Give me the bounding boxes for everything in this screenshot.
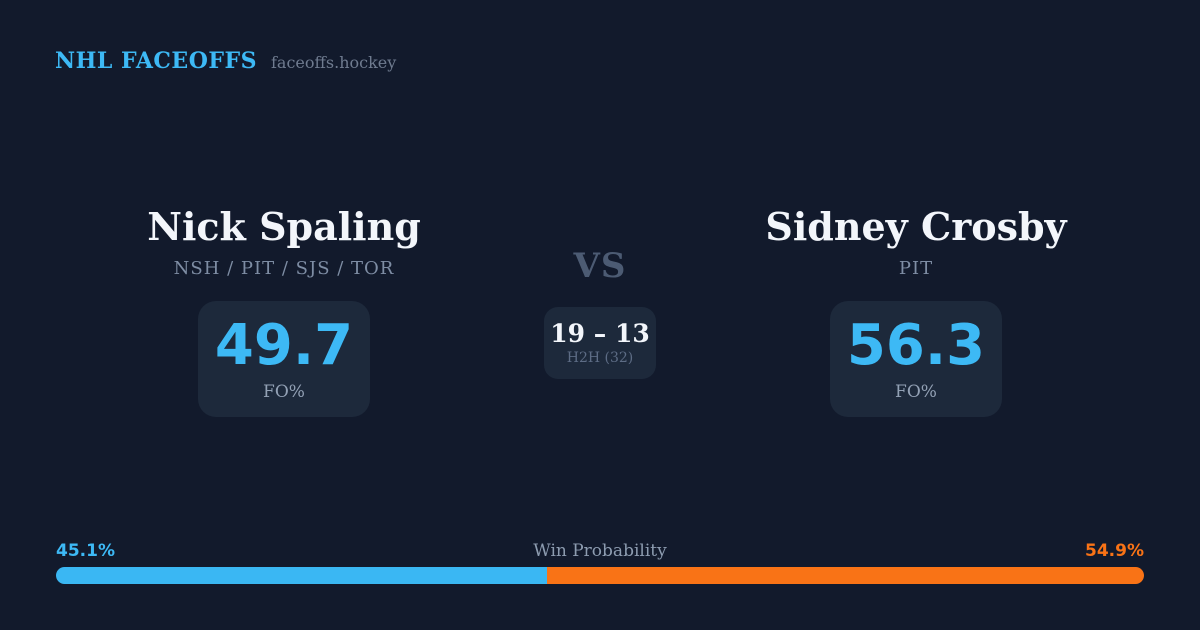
win-probability-bar <box>56 567 1144 584</box>
player-right-stat-label: FO% <box>895 381 937 402</box>
player-left-stat-label: FO% <box>263 381 305 402</box>
brand-title: NHL FACEOFFS <box>55 48 257 74</box>
player-right-name: Sidney Crosby <box>765 204 1067 249</box>
win-probability-title: Win Probability <box>533 541 667 561</box>
player-left-column: Nick Spaling NSH / PIT / SJS / TOR 49.7 … <box>104 205 464 417</box>
player-left-teams: NSH / PIT / SJS / TOR <box>173 257 395 279</box>
win-probability-bar-right-segment <box>546 567 1144 584</box>
win-probability-labels: 45.1% Win Probability 54.9% <box>56 541 1144 561</box>
player-right-column: Sidney Crosby PIT 56.3 FO% <box>736 205 1096 417</box>
vs-label: VS <box>573 246 627 286</box>
header: NHL FACEOFFS faceoffs.hockey <box>55 48 396 74</box>
h2h-sub-label: H2H (32) <box>566 350 634 367</box>
player-right-teams: PIT <box>898 257 934 279</box>
h2h-card: 19 – 13 H2H (32) <box>544 307 656 379</box>
site-url: faceoffs.hockey <box>271 53 397 72</box>
player-left-stat-card: 49.7 FO% <box>198 300 370 417</box>
matchup-column: VS 19 – 13 H2H (32) <box>520 249 680 379</box>
player-left-stat-value: 49.7 <box>214 312 354 378</box>
win-probability-right-pct: 54.9% <box>1085 541 1144 561</box>
win-probability-left-pct: 45.1% <box>56 541 115 561</box>
win-probability-bar-left-segment <box>56 567 547 584</box>
player-right-stat-card: 56.3 FO% <box>830 300 1002 417</box>
player-right-stat-value: 56.3 <box>846 312 986 378</box>
player-left-name: Nick Spaling <box>147 204 421 249</box>
h2h-score: 19 – 13 <box>550 318 650 348</box>
